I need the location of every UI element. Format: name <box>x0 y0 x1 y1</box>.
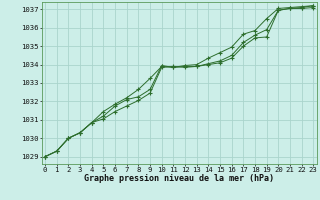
X-axis label: Graphe pression niveau de la mer (hPa): Graphe pression niveau de la mer (hPa) <box>84 174 274 183</box>
